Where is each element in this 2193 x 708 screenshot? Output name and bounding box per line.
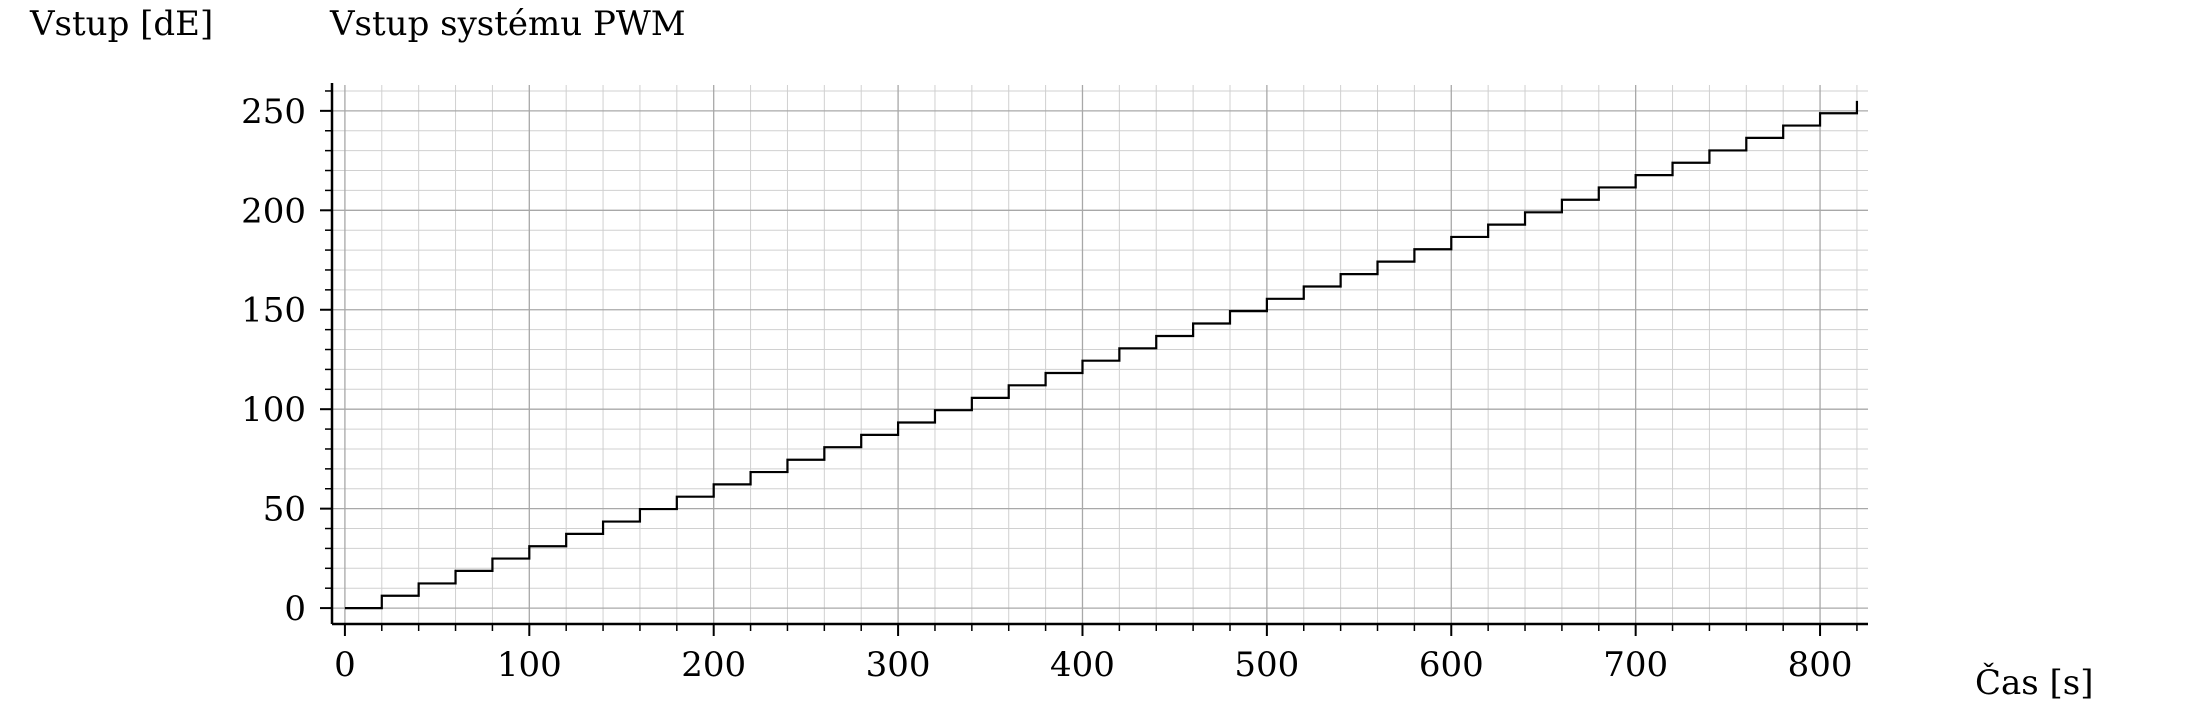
y-tick-label: 150 [241,291,306,331]
x-tick-label: 600 [1419,645,1484,685]
y-tick-label: 250 [241,92,306,132]
y-axis-ticks: 0 50 100 150 200 250 [241,90,332,629]
minor-grid [332,85,1868,624]
x-tick-label: 700 [1603,645,1668,685]
x-axis-label: Čas [s] [1975,662,2094,703]
y-axis-label: Vstup [dE] [29,4,213,44]
plot-series [344,100,1859,610]
x-tick-label: 200 [681,645,746,685]
y-tick-label: 200 [241,191,306,231]
x-tick-label: 800 [1788,645,1853,685]
major-grid [332,85,1868,624]
y-tick-label: 100 [241,390,306,430]
x-axis-ticks: 0 100 200 300 400 500 600 700 800 [334,624,1858,685]
y-tick-label: 50 [263,490,306,530]
x-tick-label: 100 [497,645,562,685]
x-tick-label: 400 [1050,645,1115,685]
axes [330,83,1868,626]
chart-title: Vstup systému PWM [329,4,686,44]
series-line-0 [344,100,1859,610]
y-tick-label: 0 [284,589,306,629]
x-tick-label: 500 [1234,645,1299,685]
x-tick-label: 0 [334,645,356,685]
x-tick-label: 300 [866,645,931,685]
